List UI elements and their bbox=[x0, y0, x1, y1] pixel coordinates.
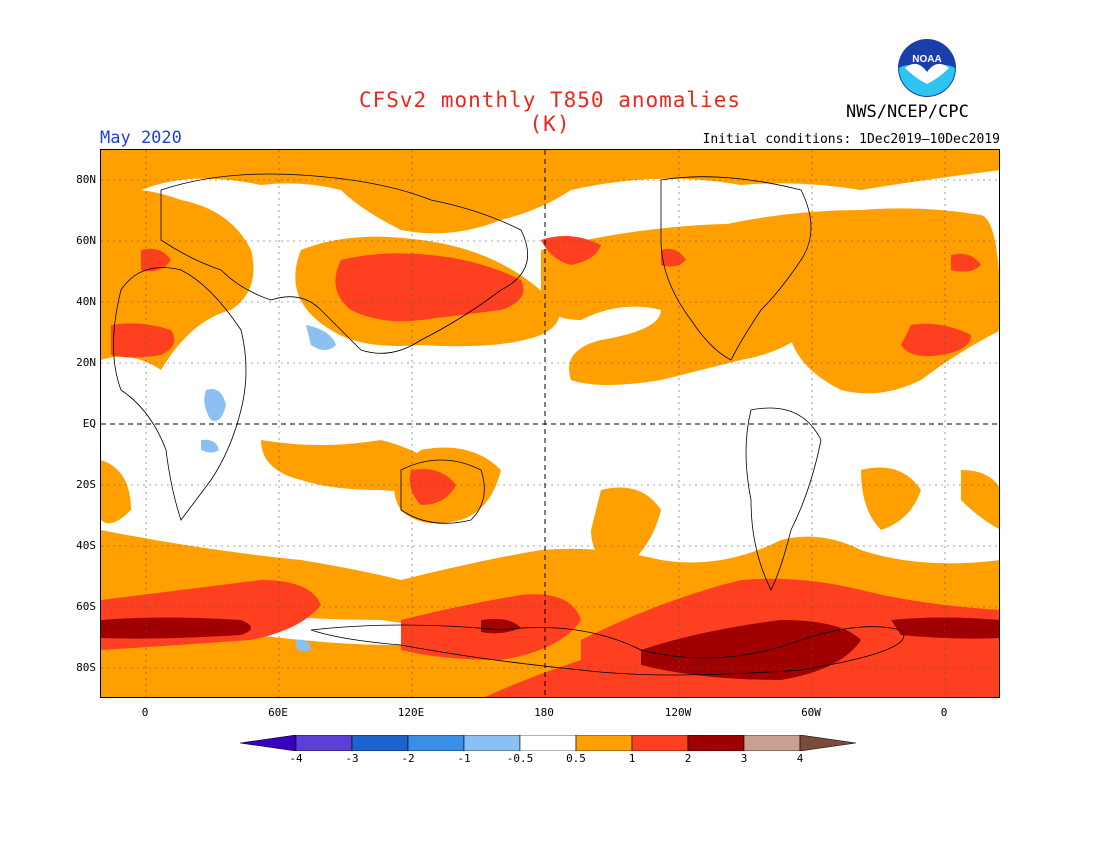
coastlines bbox=[113, 173, 905, 676]
colorbar-label: -4 bbox=[289, 752, 303, 765]
colorbar-segment bbox=[631, 735, 689, 751]
equator-dateline bbox=[101, 150, 999, 697]
lon-label: 120W bbox=[664, 706, 692, 719]
colorbar-label: -2 bbox=[401, 752, 415, 765]
colorbar-segment bbox=[463, 735, 521, 751]
colorbar-label: 3 bbox=[740, 752, 748, 765]
lon-label: 60W bbox=[801, 706, 821, 719]
lat-label: 20S bbox=[76, 478, 96, 491]
lon-label: 120E bbox=[397, 706, 425, 719]
graticule bbox=[101, 150, 999, 697]
colorbar-label: 0.5 bbox=[566, 752, 586, 765]
colorbar-label: 2 bbox=[684, 752, 692, 765]
colorbar bbox=[240, 735, 857, 751]
colorbar-segment bbox=[743, 735, 801, 751]
anomaly-2-3-region bbox=[101, 617, 999, 680]
colorbar-label: -1 bbox=[457, 752, 471, 765]
colorbar-segment bbox=[799, 735, 857, 751]
initial-conditions: Initial conditions: 1Dec2019—10Dec2019 bbox=[702, 132, 1000, 147]
colorbar-segment bbox=[519, 735, 577, 751]
lat-label: 80S bbox=[76, 661, 96, 674]
colorbar-segment bbox=[687, 735, 745, 751]
colorbar-label: 4 bbox=[796, 752, 804, 765]
forecast-period: May 2020 bbox=[100, 128, 182, 148]
colorbar-label: -0.5 bbox=[506, 752, 534, 765]
lat-label: 40N bbox=[76, 295, 96, 308]
lat-label: 80N bbox=[76, 173, 96, 186]
colorbar-label: -3 bbox=[345, 752, 359, 765]
colorbar-segment bbox=[575, 735, 633, 751]
lat-label: EQ bbox=[82, 417, 96, 430]
lon-label: 0 bbox=[940, 706, 948, 719]
organization-label: NWS/NCEP/CPC bbox=[846, 102, 969, 122]
lat-label: 60N bbox=[76, 234, 96, 247]
lat-label: 40S bbox=[76, 539, 96, 552]
logo-text: NOAA bbox=[912, 54, 941, 65]
lon-label: 60E bbox=[268, 706, 288, 719]
lat-label: 20N bbox=[76, 356, 96, 369]
colorbar-label: 1 bbox=[628, 752, 636, 765]
colorbar-segment bbox=[295, 735, 353, 751]
noaa-logo: NOAA bbox=[897, 38, 957, 98]
lon-label: 180 bbox=[534, 706, 554, 719]
colorbar-segment bbox=[407, 735, 465, 751]
lat-label: 60S bbox=[76, 600, 96, 613]
map-canvas bbox=[101, 150, 999, 697]
map-title: CFSv2 monthly T850 anomalies (K) bbox=[358, 88, 741, 136]
colorbar-segment bbox=[351, 735, 409, 751]
anomaly-negative-region bbox=[201, 325, 336, 652]
anomaly-map bbox=[100, 149, 1000, 698]
lon-label: 0 bbox=[141, 706, 149, 719]
colorbar-segment bbox=[240, 735, 297, 751]
